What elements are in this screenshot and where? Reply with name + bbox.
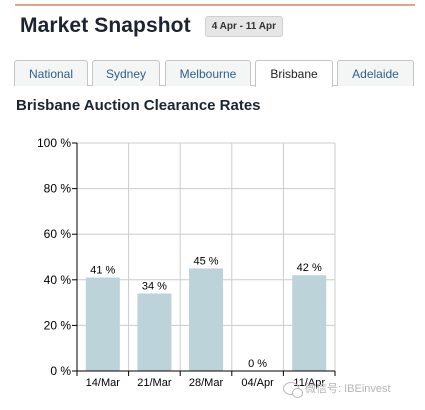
clearance-rate-chart: 0 % 20 % 40 % 60 % 80 % 100 % 41 % 14/Mar 34 % 21… [37, 136, 336, 389]
x-tick-label: 11/Apr [293, 377, 325, 389]
y-tick-label: 100 % [37, 136, 71, 150]
x-tick-label: 14/Mar [86, 377, 121, 389]
top-accent-rule [15, 4, 415, 6]
page-header: Market Snapshot 4 Apr - 11 Apr [20, 14, 283, 38]
tab-sydney[interactable]: Sydney [92, 60, 160, 86]
city-tabs: National Sydney Melbourne Brisbane Adela… [14, 60, 414, 87]
bar-28/Mar [189, 268, 223, 371]
bar-21/Mar [137, 293, 172, 371]
page-title: Market Snapshot [20, 14, 191, 37]
wechat-icon [283, 381, 303, 398]
y-tick-label: 40 % [44, 273, 72, 287]
bar-11/Apr [292, 275, 327, 371]
y-tick-label: 20 % [44, 318, 72, 332]
data-label: 41 % [90, 265, 115, 277]
tab-melbourne[interactable]: Melbourne [165, 60, 251, 86]
tab-adelaide[interactable]: Adelaide [337, 60, 414, 86]
y-tick-label: 60 % [44, 227, 72, 241]
tab-brisbane[interactable]: Brisbane [255, 60, 333, 87]
x-tick-label: 04/Apr [241, 377, 274, 389]
y-tick-label: 80 % [44, 182, 72, 196]
tab-national[interactable]: National [14, 60, 88, 86]
x-tick-label: 28/Mar [189, 377, 224, 389]
chart-section-title: Brisbane Auction Clearance Rates [16, 97, 261, 114]
data-label: 0 % [248, 358, 267, 370]
data-label: 45 % [193, 255, 218, 267]
data-label: 34 % [142, 280, 167, 292]
watermark: 微信号: IBEinvest [283, 380, 391, 398]
date-range-badge: 4 Apr - 11 Apr [204, 15, 283, 37]
watermark-text: 微信号: IBEinvest [305, 383, 391, 395]
x-tick-label: 21/Mar [137, 377, 172, 389]
y-tick-label: 0 % [50, 364, 71, 378]
data-label: 42 % [297, 262, 322, 274]
bar-14/Mar [85, 277, 120, 371]
